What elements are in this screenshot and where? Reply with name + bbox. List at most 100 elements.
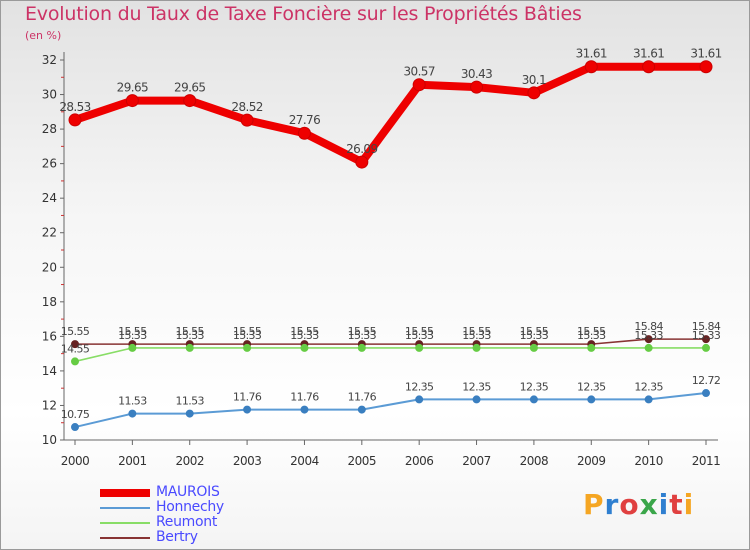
x-tick-label: 2007 xyxy=(462,454,491,468)
x-tick-label: 2011 xyxy=(692,454,721,468)
legend-swatch xyxy=(100,507,150,509)
data-label: 15.33 xyxy=(634,329,663,342)
legend-swatch xyxy=(100,522,150,524)
data-point xyxy=(71,357,79,366)
data-label: 11.53 xyxy=(118,395,147,408)
data-label: 15.55 xyxy=(348,325,377,338)
data-label: 15.55 xyxy=(118,325,147,338)
data-label: 31.61 xyxy=(576,47,607,61)
data-label: 15.33 xyxy=(462,329,491,342)
logo-letter: i xyxy=(683,488,695,521)
data-label: 10.75 xyxy=(61,408,90,421)
logo-letter: t xyxy=(669,488,684,521)
data-point xyxy=(702,335,710,344)
data-point xyxy=(415,343,424,352)
logo-letter: r xyxy=(604,488,620,521)
data-point xyxy=(529,343,538,352)
data-point xyxy=(584,60,598,74)
y-tick-label: 18 xyxy=(42,295,57,309)
data-point xyxy=(125,94,139,108)
data-label: 15.84 xyxy=(692,320,721,333)
x-tick-label: 2009 xyxy=(577,454,606,468)
data-point xyxy=(71,340,79,349)
data-label: 30.1 xyxy=(522,73,546,87)
data-label: 11.76 xyxy=(290,391,319,404)
data-point xyxy=(644,343,653,352)
data-label: 15.33 xyxy=(175,329,204,342)
data-point xyxy=(527,86,541,100)
data-point xyxy=(300,405,309,414)
data-label: 15.55 xyxy=(233,325,262,338)
chart-title: Evolution du Taux de Taxe Foncière sur l… xyxy=(25,3,582,25)
data-label: 30.57 xyxy=(404,65,435,79)
data-point xyxy=(243,405,252,414)
legend-label: Reumont xyxy=(156,514,218,530)
data-point xyxy=(702,343,710,352)
logo-letter: i xyxy=(658,488,670,521)
data-label: 11.76 xyxy=(348,391,377,404)
data-point xyxy=(297,126,311,140)
data-label: 12.35 xyxy=(405,380,434,393)
y-tick-label: 20 xyxy=(42,260,57,274)
data-label: 11.53 xyxy=(175,395,204,408)
data-point xyxy=(587,395,596,404)
data-label: 26.09 xyxy=(346,142,377,156)
data-label: 28.53 xyxy=(59,100,90,114)
data-point xyxy=(183,94,197,108)
data-point xyxy=(300,343,309,352)
data-point xyxy=(240,113,254,127)
legend-swatch xyxy=(100,537,150,539)
x-tick-label: 2001 xyxy=(118,454,147,468)
series-line-honnechy xyxy=(74,392,707,429)
data-label: 15.33 xyxy=(118,329,147,342)
data-point xyxy=(185,343,194,352)
data-label: 11.76 xyxy=(233,391,262,404)
x-tick-label: 2008 xyxy=(520,454,549,468)
data-point xyxy=(185,409,194,418)
data-label: 15.33 xyxy=(290,329,319,342)
legend-swatch xyxy=(100,489,150,497)
data-label: 14.55 xyxy=(61,342,90,355)
data-label: 15.33 xyxy=(348,329,377,342)
data-point xyxy=(357,405,366,414)
data-label: 12.35 xyxy=(520,380,549,393)
legend-label: Honnechy xyxy=(156,499,224,515)
data-label: 15.55 xyxy=(405,325,434,338)
data-label: 12.35 xyxy=(634,380,663,393)
data-point xyxy=(357,343,366,352)
y-tick-label: 14 xyxy=(42,364,57,378)
data-point xyxy=(699,60,713,74)
data-point xyxy=(472,395,481,404)
series-line-bertry xyxy=(74,338,707,345)
data-point xyxy=(470,80,484,94)
data-point xyxy=(587,343,596,352)
y-tick-label: 12 xyxy=(42,398,57,412)
y-tick-label: 30 xyxy=(42,88,57,102)
logo-letter: o xyxy=(619,488,640,521)
series-line-reumont xyxy=(74,347,707,363)
data-label: 15.55 xyxy=(520,325,549,338)
y-tick-label: 10 xyxy=(42,433,57,447)
x-tick-label: 2002 xyxy=(175,454,204,468)
y-unit-label: (en %) xyxy=(25,29,62,42)
data-point xyxy=(642,60,656,74)
data-label: 15.84 xyxy=(634,320,663,333)
y-tick-label: 32 xyxy=(42,53,57,67)
data-label: 12.35 xyxy=(462,380,491,393)
data-label: 28.52 xyxy=(231,100,262,114)
x-tick-label: 2010 xyxy=(634,454,663,468)
data-point xyxy=(243,343,252,352)
data-point xyxy=(472,343,481,352)
data-label: 27.76 xyxy=(289,113,320,127)
x-tick-label: 2004 xyxy=(290,454,319,468)
data-label: 15.33 xyxy=(233,329,262,342)
logo-letter: P xyxy=(583,488,605,521)
x-tick-label: 2003 xyxy=(233,454,262,468)
legend-label: Bertry xyxy=(156,529,198,545)
data-label: 15.55 xyxy=(175,325,204,338)
y-tick-label: 22 xyxy=(42,226,57,240)
data-point xyxy=(71,423,79,432)
y-tick-label: 28 xyxy=(42,122,57,136)
data-point xyxy=(412,78,426,92)
